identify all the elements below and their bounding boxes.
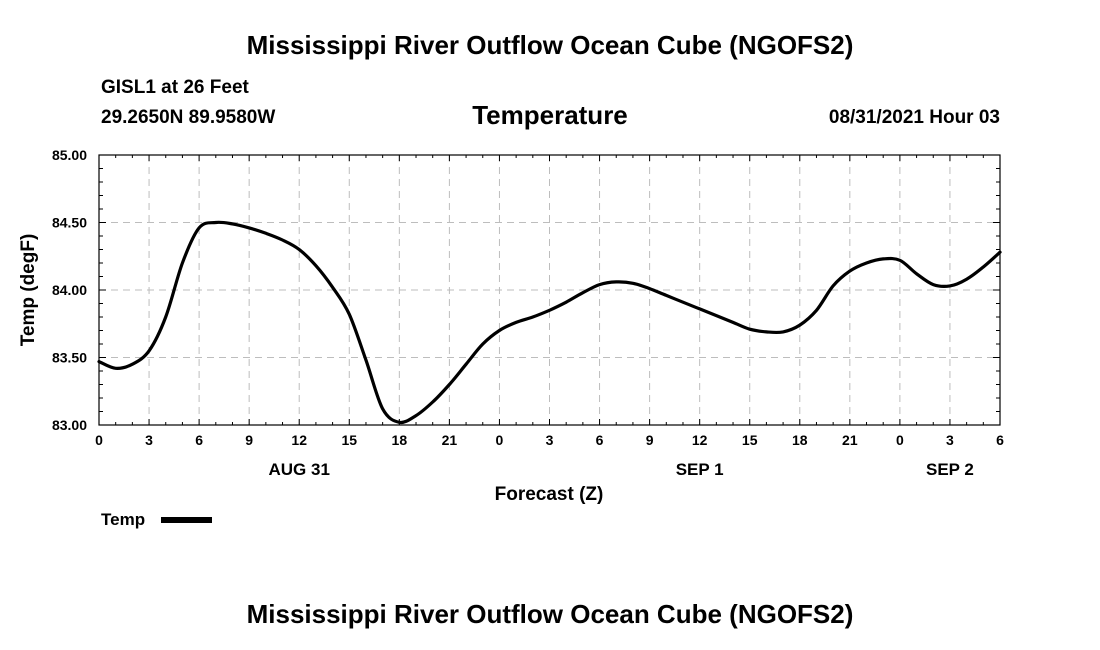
- date-label: AUG 31: [269, 460, 330, 479]
- y-tick-label: 85.00: [52, 147, 87, 163]
- station-coordinates: 29.2650N 89.9580W: [101, 107, 276, 128]
- x-tick-label: 21: [442, 432, 458, 448]
- x-tick-label: 0: [496, 432, 504, 448]
- x-tick-label: 3: [946, 432, 954, 448]
- y-tick-label: 83.50: [52, 350, 87, 366]
- x-tick-label: 18: [792, 432, 808, 448]
- x-tick-label: 9: [646, 432, 654, 448]
- x-tick-label: 6: [195, 432, 203, 448]
- x-tick-label: 9: [245, 432, 253, 448]
- y-axis-title: Temp (degF): [18, 234, 39, 347]
- date-label: SEP 1: [676, 460, 724, 479]
- x-tick-label: 15: [742, 432, 758, 448]
- x-tick-label: 3: [546, 432, 554, 448]
- x-tick-label: 12: [291, 432, 307, 448]
- grid-lines: [99, 155, 1000, 425]
- x-tick-label: 12: [692, 432, 708, 448]
- y-tick-label: 84.50: [52, 215, 87, 231]
- x-tick-label: 3: [145, 432, 153, 448]
- axis-ticks: [98, 154, 1001, 426]
- forecast-datetime: 08/31/2021 Hour 03: [828, 107, 1000, 128]
- x-tick-label: 6: [596, 432, 604, 448]
- main-title: Mississippi River Outflow Ocean Cube (NG…: [246, 30, 854, 60]
- date-label: SEP 2: [926, 460, 974, 479]
- x-tick-label: 0: [95, 432, 103, 448]
- x-tick-label: 18: [392, 432, 408, 448]
- footer-title: Mississippi River Outflow Ocean Cube (NG…: [246, 599, 854, 629]
- axis-labels: 0 3 6 9 12 15 18 21 0 3 6 9 12 15 18 21 0 3 6 83.00 83.50 84.…: [52, 147, 1004, 479]
- station-name: GISL1 at 26 Feet: [101, 77, 249, 98]
- x-tick-label: 0: [896, 432, 904, 448]
- y-tick-label: 84.00: [52, 282, 87, 298]
- legend-swatch: [161, 517, 212, 523]
- y-tick-label: 83.00: [52, 417, 87, 433]
- temp-series-line: [97, 220, 1002, 425]
- x-tick-label: 6: [996, 432, 1004, 448]
- legend-label: Temp: [101, 510, 146, 529]
- parameter-title: Temperature: [472, 100, 628, 130]
- x-axis-title: Forecast (Z): [495, 484, 604, 505]
- x-tick-label: 21: [842, 432, 858, 448]
- x-tick-label: 15: [341, 432, 357, 448]
